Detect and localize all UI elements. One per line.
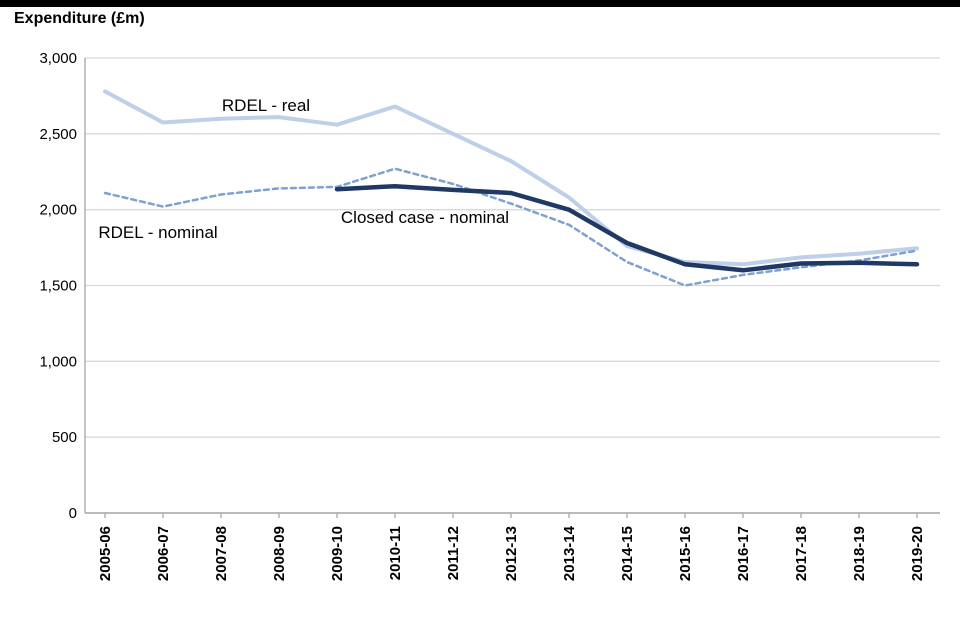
y-axis-tick-label: 1,500 [39, 278, 77, 295]
x-axis-tick-label: 2015-16 [677, 526, 694, 581]
y-axis-tick-label: 3,000 [39, 50, 77, 67]
x-axis-tick-label: 2005-06 [97, 526, 114, 581]
y-axis-tick-label: 0 [69, 505, 77, 522]
x-axis-tick-label: 2008-09 [271, 526, 288, 581]
x-axis-tick-label: 2012-13 [503, 526, 520, 581]
x-axis-tick-label: 2011-12 [445, 526, 462, 580]
y-axis-tick-label: 2,500 [39, 126, 77, 143]
series-label: RDEL - real [222, 96, 310, 115]
x-axis-tick-label: 2014-15 [619, 526, 636, 581]
x-axis-tick-label: 2016-17 [735, 526, 752, 581]
top-border-bar [0, 0, 960, 7]
series-line-closed-case-nominal [334, 183, 920, 273]
series-label: Closed case - nominal [341, 208, 509, 227]
y-axis-tick-label: 1,000 [39, 353, 77, 370]
series-label: RDEL - nominal [98, 223, 217, 242]
chart-title: Expenditure (£m) [14, 10, 145, 27]
x-axis-tick-label: 2007-08 [213, 526, 230, 581]
y-axis-tick-label: 2,000 [39, 202, 77, 219]
x-axis-tick-label: 2009-10 [329, 526, 346, 581]
x-axis-tick-label: 2019-20 [909, 526, 926, 581]
x-axis-tick-label: 2010-11 [387, 526, 404, 580]
y-axis-tick-label: 500 [52, 429, 77, 446]
x-axis-tick-label: 2017-18 [793, 526, 810, 581]
x-axis-tick-label: 2013-14 [561, 525, 578, 581]
x-axis-tick-label: 2018-19 [851, 526, 868, 581]
x-axis-tick-label: 2006-07 [155, 526, 172, 581]
series-line-rdel-nominal [103, 167, 919, 287]
series-line-rdel-real [103, 89, 919, 267]
